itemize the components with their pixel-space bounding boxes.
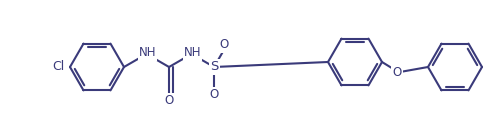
Text: O: O <box>164 94 174 108</box>
Text: O: O <box>209 89 219 102</box>
Text: S: S <box>210 61 218 73</box>
Text: O: O <box>392 66 402 78</box>
Text: Cl: Cl <box>52 61 64 73</box>
Text: NH: NH <box>139 47 156 59</box>
Text: O: O <box>219 38 228 51</box>
Text: NH: NH <box>184 47 201 59</box>
